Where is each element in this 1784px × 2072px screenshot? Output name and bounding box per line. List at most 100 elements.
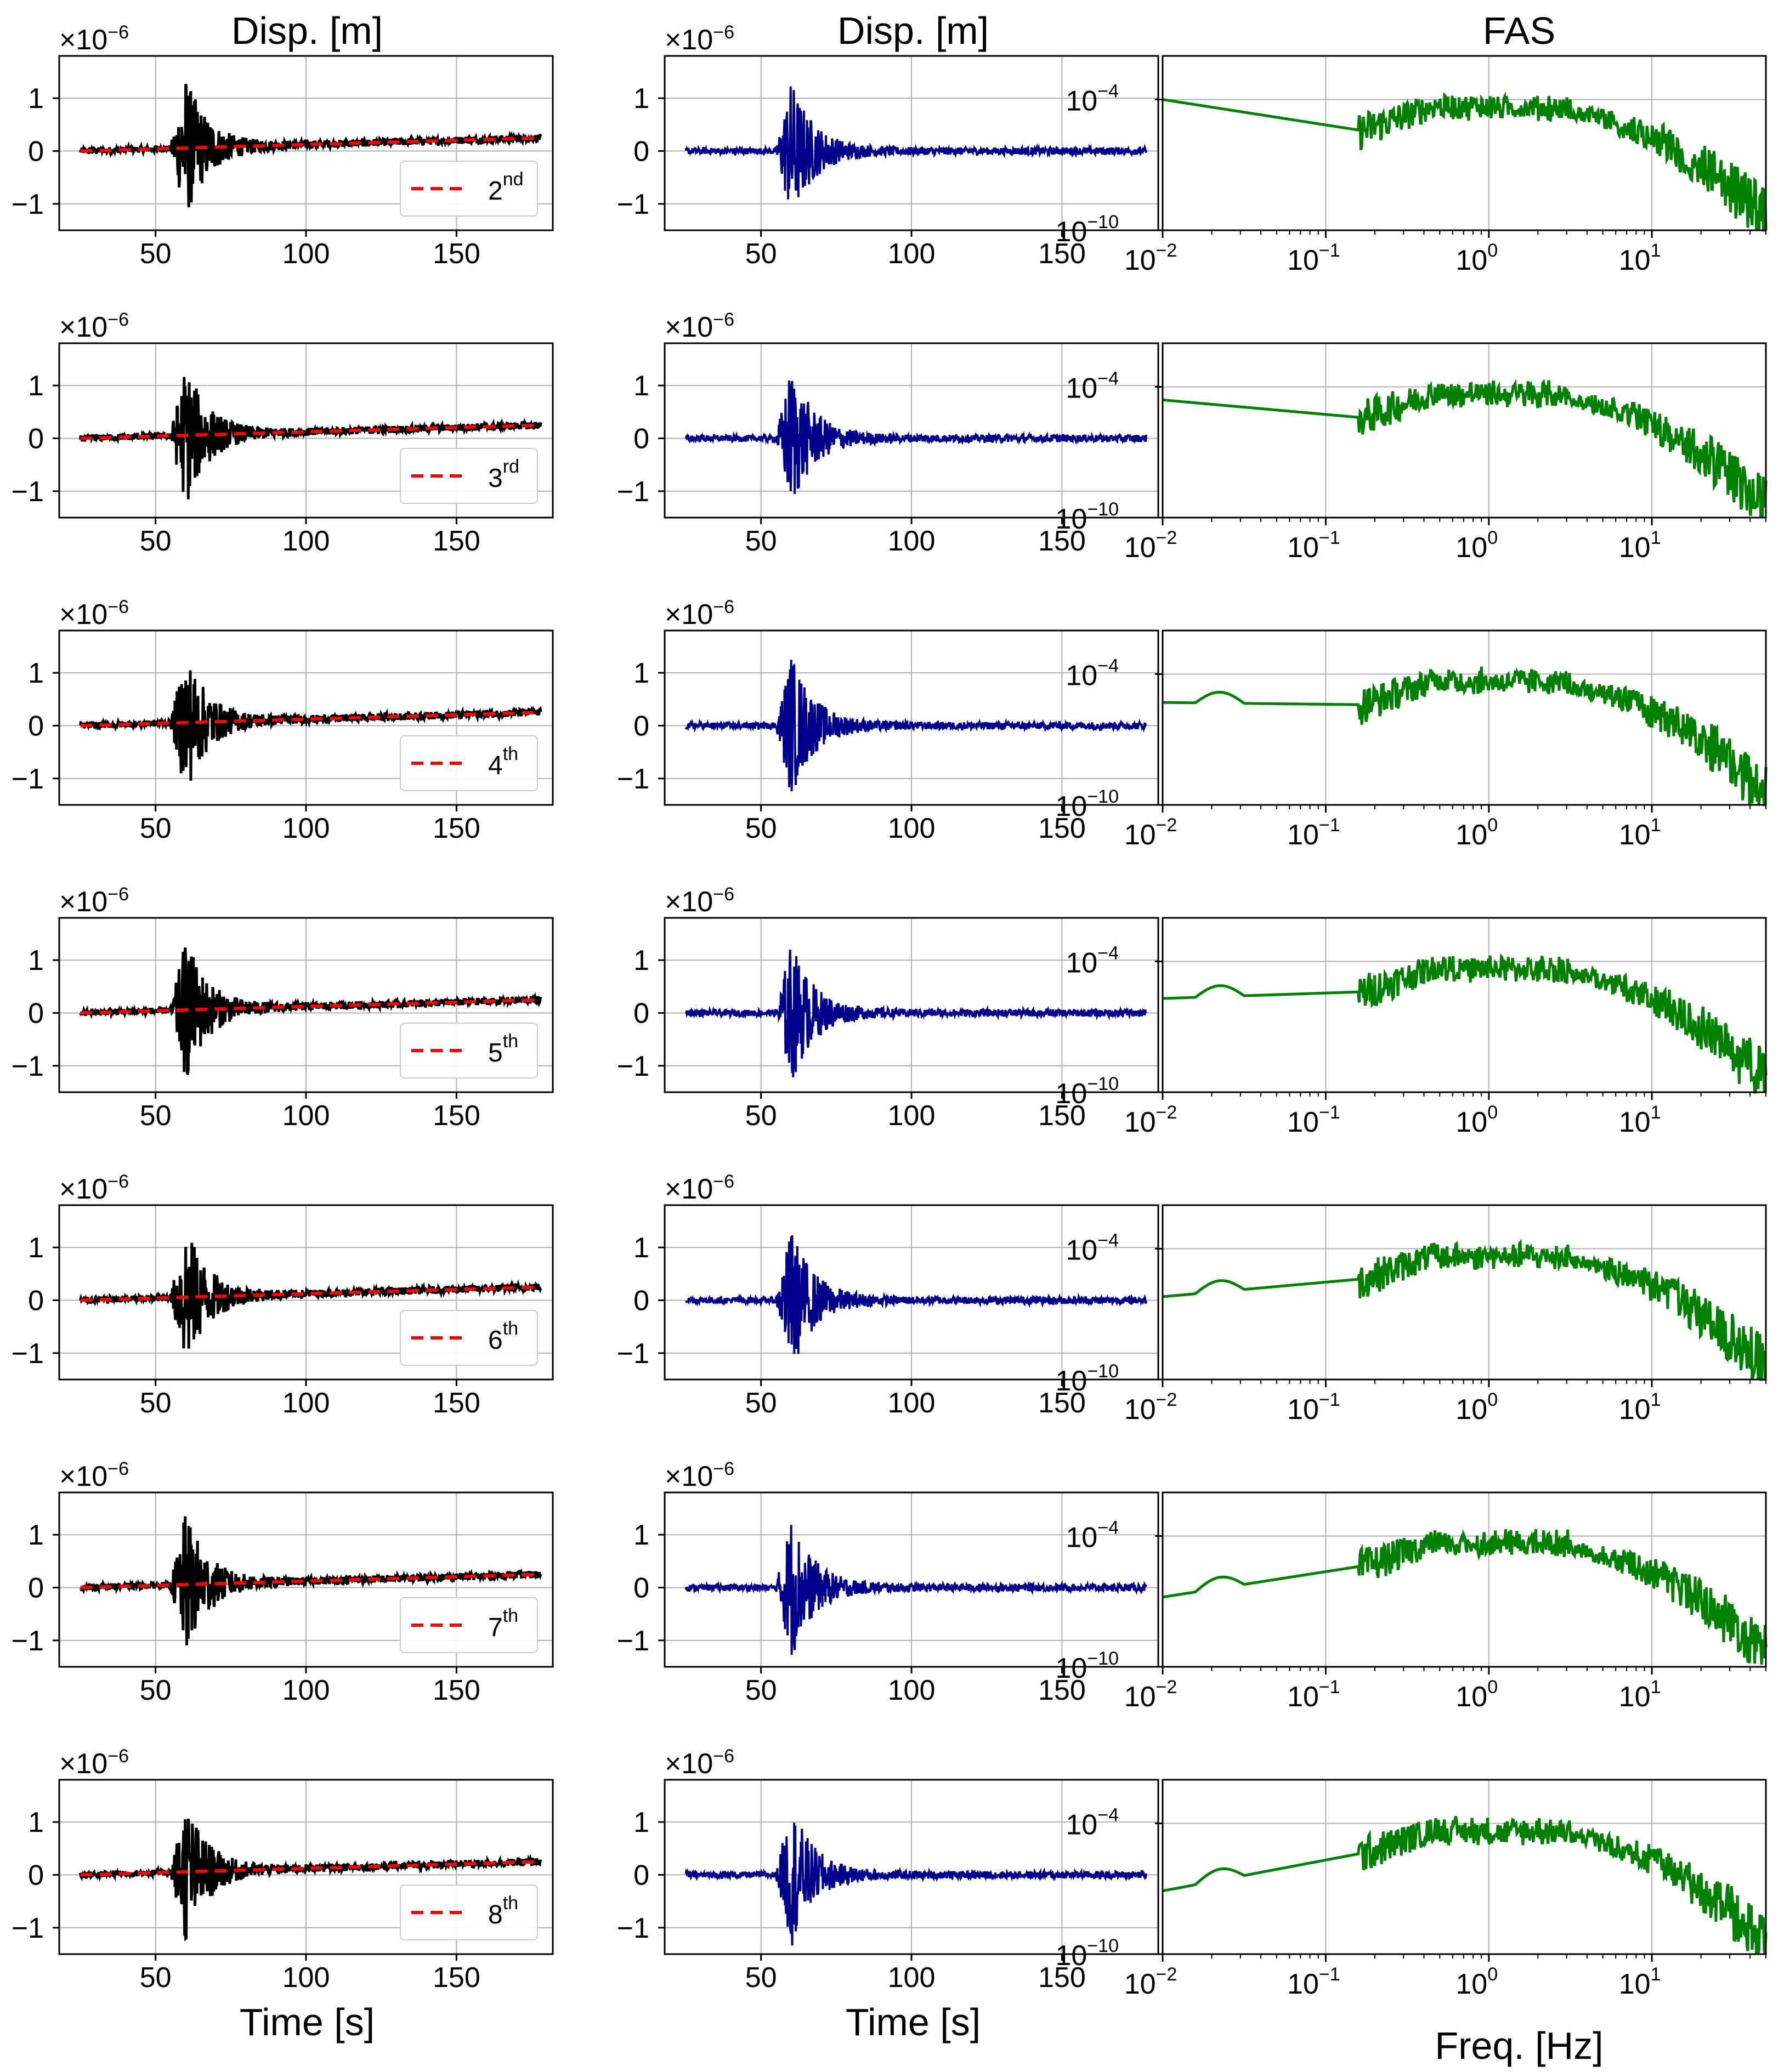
y-tick-label: 1 [633, 83, 649, 115]
middle-panel-4: 50 100 150 1 0 −1 ×10−6 [617, 884, 1159, 1132]
fas-panel-4: 10−2 10−1 100 101 10−4 10−10 [1055, 917, 1768, 1138]
x-tick-label: 50 [140, 525, 172, 557]
x-tick-label: 10−1 [1287, 1102, 1340, 1138]
x-tick-label: 50 [745, 1674, 777, 1706]
x-tick-label: 150 [433, 525, 480, 557]
y-scale-multiplier: ×10−6 [59, 884, 129, 918]
y-tick-label: −1 [617, 189, 649, 220]
x-tick-label: 101 [1619, 240, 1661, 276]
y-tick-label: 0 [28, 1285, 44, 1316]
y-scale-multiplier: ×10−6 [59, 22, 129, 56]
y-tick-label: −1 [12, 1338, 44, 1370]
waveform-series [685, 950, 1147, 1078]
waveform-series [78, 1242, 542, 1349]
x-tick-label: 50 [140, 1100, 172, 1132]
legend-box [400, 1310, 538, 1366]
x-tick-label: 100 [282, 1962, 330, 1994]
plot-frame [1162, 342, 1767, 519]
x-tick-label: 100 [282, 525, 330, 557]
x-tick-label: 100 [888, 238, 936, 270]
x-tick-label: 50 [140, 238, 172, 270]
fas-series [1162, 91, 1768, 232]
fas-panel-2: 10−2 10−1 100 101 10−4 10−10 [1055, 342, 1768, 564]
x-tick-label: 10−2 [1124, 1389, 1177, 1426]
x-tick-label: 150 [1038, 1387, 1086, 1419]
x-tick-label: 10−2 [1124, 240, 1177, 276]
waveform-series [684, 1525, 1147, 1655]
y-tick-label: 0 [28, 997, 44, 1029]
legend: 4th [400, 735, 538, 791]
right-column-title: FAS [1483, 9, 1555, 52]
y-tick-label: 1 [28, 657, 44, 689]
fas-series [1162, 1529, 1768, 1665]
x-tick-label: 100 [282, 1387, 330, 1419]
x-tick-label: 150 [433, 1100, 480, 1132]
x-tick-label: 100 [1455, 527, 1498, 564]
x-tick-label: 50 [745, 525, 777, 557]
x-tick-label: 100 [1455, 1964, 1498, 2000]
x-tick-label: 50 [140, 1674, 172, 1706]
plot-frame [1162, 1779, 1767, 1955]
x-tick-label: 150 [1038, 525, 1086, 557]
middle-x-axis-label: Time [s] [846, 2001, 981, 2043]
x-tick-label: 100 [888, 525, 936, 557]
y-tick-label: 10−10 [1055, 499, 1119, 535]
x-tick-label: 50 [140, 1962, 172, 1994]
x-tick-label: 10−2 [1124, 815, 1177, 851]
x-tick-label: 100 [888, 1100, 936, 1132]
legend-box [400, 735, 538, 791]
x-tick-label: 10−2 [1124, 1964, 1177, 2000]
x-tick-label: 100 [888, 1674, 936, 1706]
y-tick-label: 1 [28, 370, 44, 402]
x-tick-label: 100 [282, 1674, 330, 1706]
y-tick-label: 0 [28, 423, 44, 455]
y-scale-multiplier: ×10−6 [59, 1746, 129, 1780]
y-tick-label: 10−10 [1055, 1935, 1119, 1972]
x-tick-label: 50 [745, 1962, 777, 1994]
x-tick-label: 101 [1619, 815, 1661, 851]
y-tick-label: −1 [12, 1051, 44, 1082]
x-tick-label: 150 [433, 1962, 480, 1994]
legend: 5th [400, 1023, 538, 1078]
y-tick-label: −1 [617, 476, 649, 508]
y-tick-label: −1 [617, 1051, 649, 1082]
waveform-series [684, 381, 1147, 495]
x-tick-label: 101 [1619, 1677, 1661, 1713]
middle-panel-2: 50 100 150 1 0 −1 ×10−6 [617, 309, 1159, 557]
y-scale-multiplier: ×10−6 [665, 22, 734, 56]
y-tick-label: 0 [28, 135, 44, 167]
y-tick-label: 10−4 [1066, 943, 1119, 979]
y-tick-label: −1 [12, 189, 44, 220]
y-tick-label: 1 [633, 1519, 649, 1551]
x-tick-label: 150 [1038, 1100, 1086, 1132]
y-tick-label: 0 [633, 423, 649, 455]
legend-box [400, 1023, 538, 1078]
fas-series [1162, 1815, 1768, 1955]
x-tick-label: 10−1 [1287, 1964, 1340, 2000]
y-scale-multiplier: ×10−6 [665, 884, 734, 918]
y-scale-multiplier: ×10−6 [59, 597, 129, 631]
fas-panel-1: 10−2 10−1 100 101 10−4 10−10 [1055, 55, 1768, 276]
y-tick-label: 0 [633, 997, 649, 1029]
y-tick-label: 0 [633, 135, 649, 167]
x-tick-label: 10−2 [1124, 527, 1177, 564]
waveform-series [684, 660, 1147, 792]
y-tick-label: 10−4 [1066, 656, 1119, 692]
x-tick-label: 100 [282, 1100, 330, 1132]
y-tick-label: −1 [617, 763, 649, 795]
x-tick-label: 101 [1619, 527, 1661, 564]
x-tick-label: 100 [888, 813, 936, 844]
x-tick-label: 100 [1455, 1102, 1498, 1138]
y-tick-label: 10−4 [1066, 1230, 1119, 1267]
y-tick-label: −1 [12, 1912, 44, 1944]
x-tick-label: 100 [888, 1962, 936, 1994]
x-tick-label: 50 [745, 1387, 777, 1419]
y-scale-multiplier: ×10−6 [59, 1171, 129, 1205]
y-tick-label: 1 [28, 1232, 44, 1264]
fas-series [1162, 379, 1768, 518]
y-tick-label: 1 [633, 370, 649, 402]
x-tick-label: 150 [433, 238, 480, 270]
y-tick-label: 0 [633, 710, 649, 742]
plot-frame [1162, 1491, 1767, 1668]
y-scale-multiplier: ×10−6 [59, 309, 129, 343]
